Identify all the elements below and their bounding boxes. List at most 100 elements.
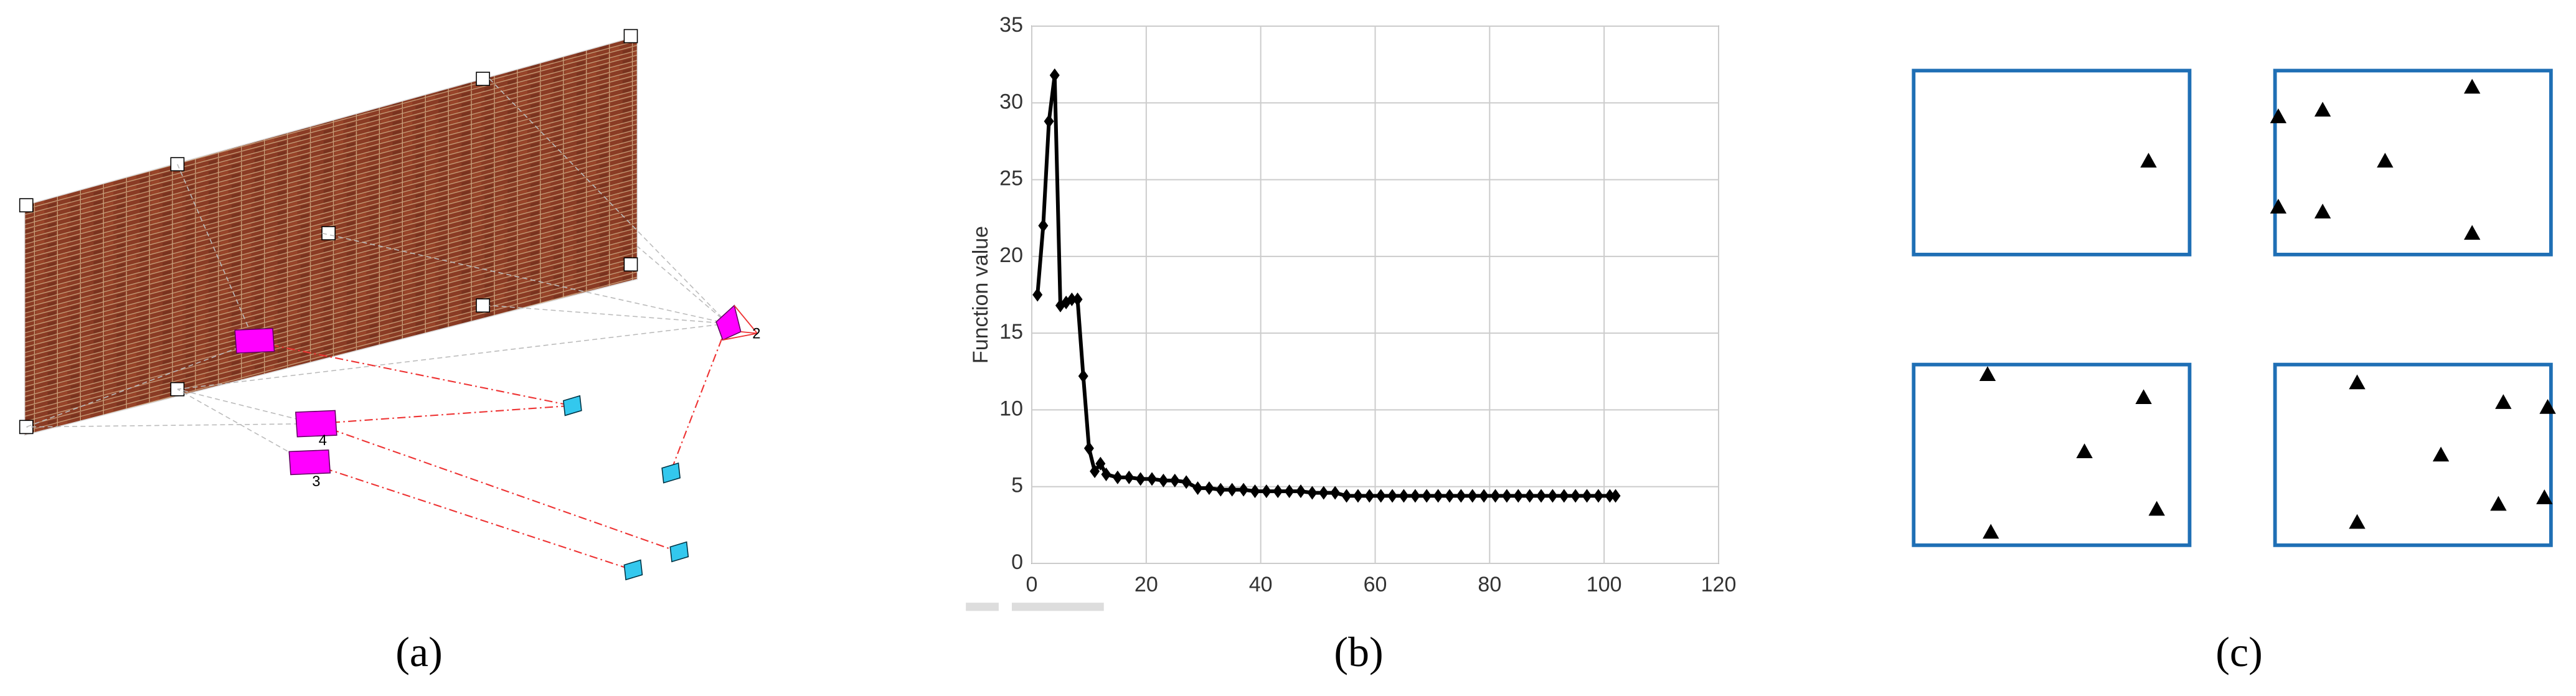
triangle bbox=[2349, 374, 2366, 390]
marker bbox=[1582, 489, 1592, 503]
marker bbox=[1422, 489, 1432, 503]
marker bbox=[1158, 473, 1169, 487]
triangle bbox=[2377, 153, 2394, 168]
camera-rays bbox=[722, 305, 758, 341]
marker bbox=[1513, 489, 1524, 503]
caption: (c) bbox=[2215, 628, 2262, 675]
marker bbox=[1204, 481, 1214, 496]
triangle bbox=[2464, 78, 2481, 94]
y-tick-label: 15 bbox=[999, 320, 1023, 344]
marker bbox=[1090, 464, 1100, 479]
marker bbox=[1524, 489, 1535, 503]
marker bbox=[1605, 489, 1615, 503]
y-tick-label: 20 bbox=[999, 243, 1023, 267]
marker bbox=[1467, 489, 1478, 503]
marker bbox=[1501, 489, 1512, 503]
triangle bbox=[2270, 108, 2287, 123]
marker bbox=[1044, 114, 1054, 128]
marker bbox=[1330, 486, 1341, 500]
x-tick-label: 20 bbox=[1135, 573, 1158, 596]
marker bbox=[1610, 489, 1621, 503]
cameras-aux bbox=[562, 395, 689, 581]
pair-lines bbox=[254, 323, 729, 571]
marker bbox=[1352, 489, 1363, 503]
y-tick-label: 25 bbox=[999, 167, 1023, 190]
marker bbox=[1101, 467, 1111, 481]
marker bbox=[1095, 456, 1106, 471]
x-tick-label: 80 bbox=[1478, 573, 1501, 596]
caption: (a) bbox=[395, 628, 442, 675]
marker bbox=[1547, 489, 1558, 503]
panel-a: 2 4 3 bbox=[19, 29, 1104, 611]
marker bbox=[1078, 369, 1088, 383]
toolbar-button bbox=[966, 603, 999, 611]
marker bbox=[1399, 489, 1409, 503]
triangle bbox=[2135, 389, 2152, 404]
marker bbox=[1181, 475, 1192, 489]
marker bbox=[1192, 481, 1203, 496]
marker bbox=[1067, 292, 1077, 306]
marker bbox=[1387, 489, 1398, 503]
triangle bbox=[2464, 225, 2481, 240]
marker bbox=[1410, 489, 1420, 503]
triangle bbox=[2148, 501, 2165, 516]
y-tick-label: 0 bbox=[1011, 550, 1023, 574]
camera-label: 3 bbox=[312, 474, 320, 490]
marker bbox=[1072, 292, 1083, 306]
marker bbox=[1038, 219, 1049, 233]
marker bbox=[1593, 489, 1603, 503]
marker bbox=[1215, 482, 1226, 497]
triangle bbox=[2495, 394, 2512, 409]
camera-label: 2 bbox=[752, 326, 760, 342]
marker bbox=[1570, 489, 1581, 503]
y-tick-label: 5 bbox=[1011, 474, 1023, 497]
panel-c bbox=[1912, 68, 2556, 547]
triangle bbox=[1983, 524, 1999, 539]
marker bbox=[1307, 486, 1318, 500]
triangle bbox=[2349, 514, 2366, 529]
marker bbox=[1112, 470, 1123, 484]
triangle bbox=[2536, 489, 2553, 504]
marker bbox=[1147, 472, 1158, 486]
marker bbox=[1032, 288, 1043, 302]
triangle bbox=[2539, 399, 2556, 414]
marker bbox=[1456, 489, 1466, 503]
marker bbox=[1536, 489, 1547, 503]
x-tick-label: 0 bbox=[1026, 573, 1038, 596]
triangle bbox=[1979, 366, 1996, 382]
marker bbox=[1375, 489, 1386, 503]
marker bbox=[1135, 472, 1146, 486]
marker bbox=[1250, 484, 1260, 499]
marker bbox=[1364, 489, 1375, 503]
marker bbox=[1083, 441, 1094, 456]
x-tick-label: 40 bbox=[1249, 573, 1273, 596]
marker bbox=[1124, 470, 1135, 484]
y-tick-label: 35 bbox=[999, 13, 1023, 37]
line bbox=[1036, 75, 1616, 498]
marker bbox=[1238, 482, 1249, 497]
marker bbox=[1261, 484, 1271, 499]
triangle bbox=[2490, 496, 2507, 511]
cameras-main bbox=[234, 304, 742, 476]
x-tick-label: 100 bbox=[1587, 573, 1622, 596]
marker bbox=[1273, 484, 1283, 499]
triangle bbox=[2314, 204, 2331, 219]
x-tick-label: 60 bbox=[1364, 573, 1387, 596]
points bbox=[1979, 78, 2556, 539]
marker bbox=[1284, 484, 1295, 499]
triangle bbox=[2140, 153, 2157, 168]
marker bbox=[1318, 486, 1329, 500]
marker bbox=[1341, 489, 1352, 503]
sight-lines bbox=[26, 78, 729, 464]
marker bbox=[1169, 473, 1180, 487]
toolbar-button bbox=[1012, 603, 1104, 611]
marker bbox=[1559, 489, 1569, 503]
marker bbox=[1049, 68, 1060, 82]
marker bbox=[1479, 489, 1489, 503]
marker bbox=[1227, 482, 1237, 497]
marker bbox=[1296, 484, 1306, 499]
frames bbox=[1912, 68, 2553, 547]
marker bbox=[1490, 489, 1501, 503]
